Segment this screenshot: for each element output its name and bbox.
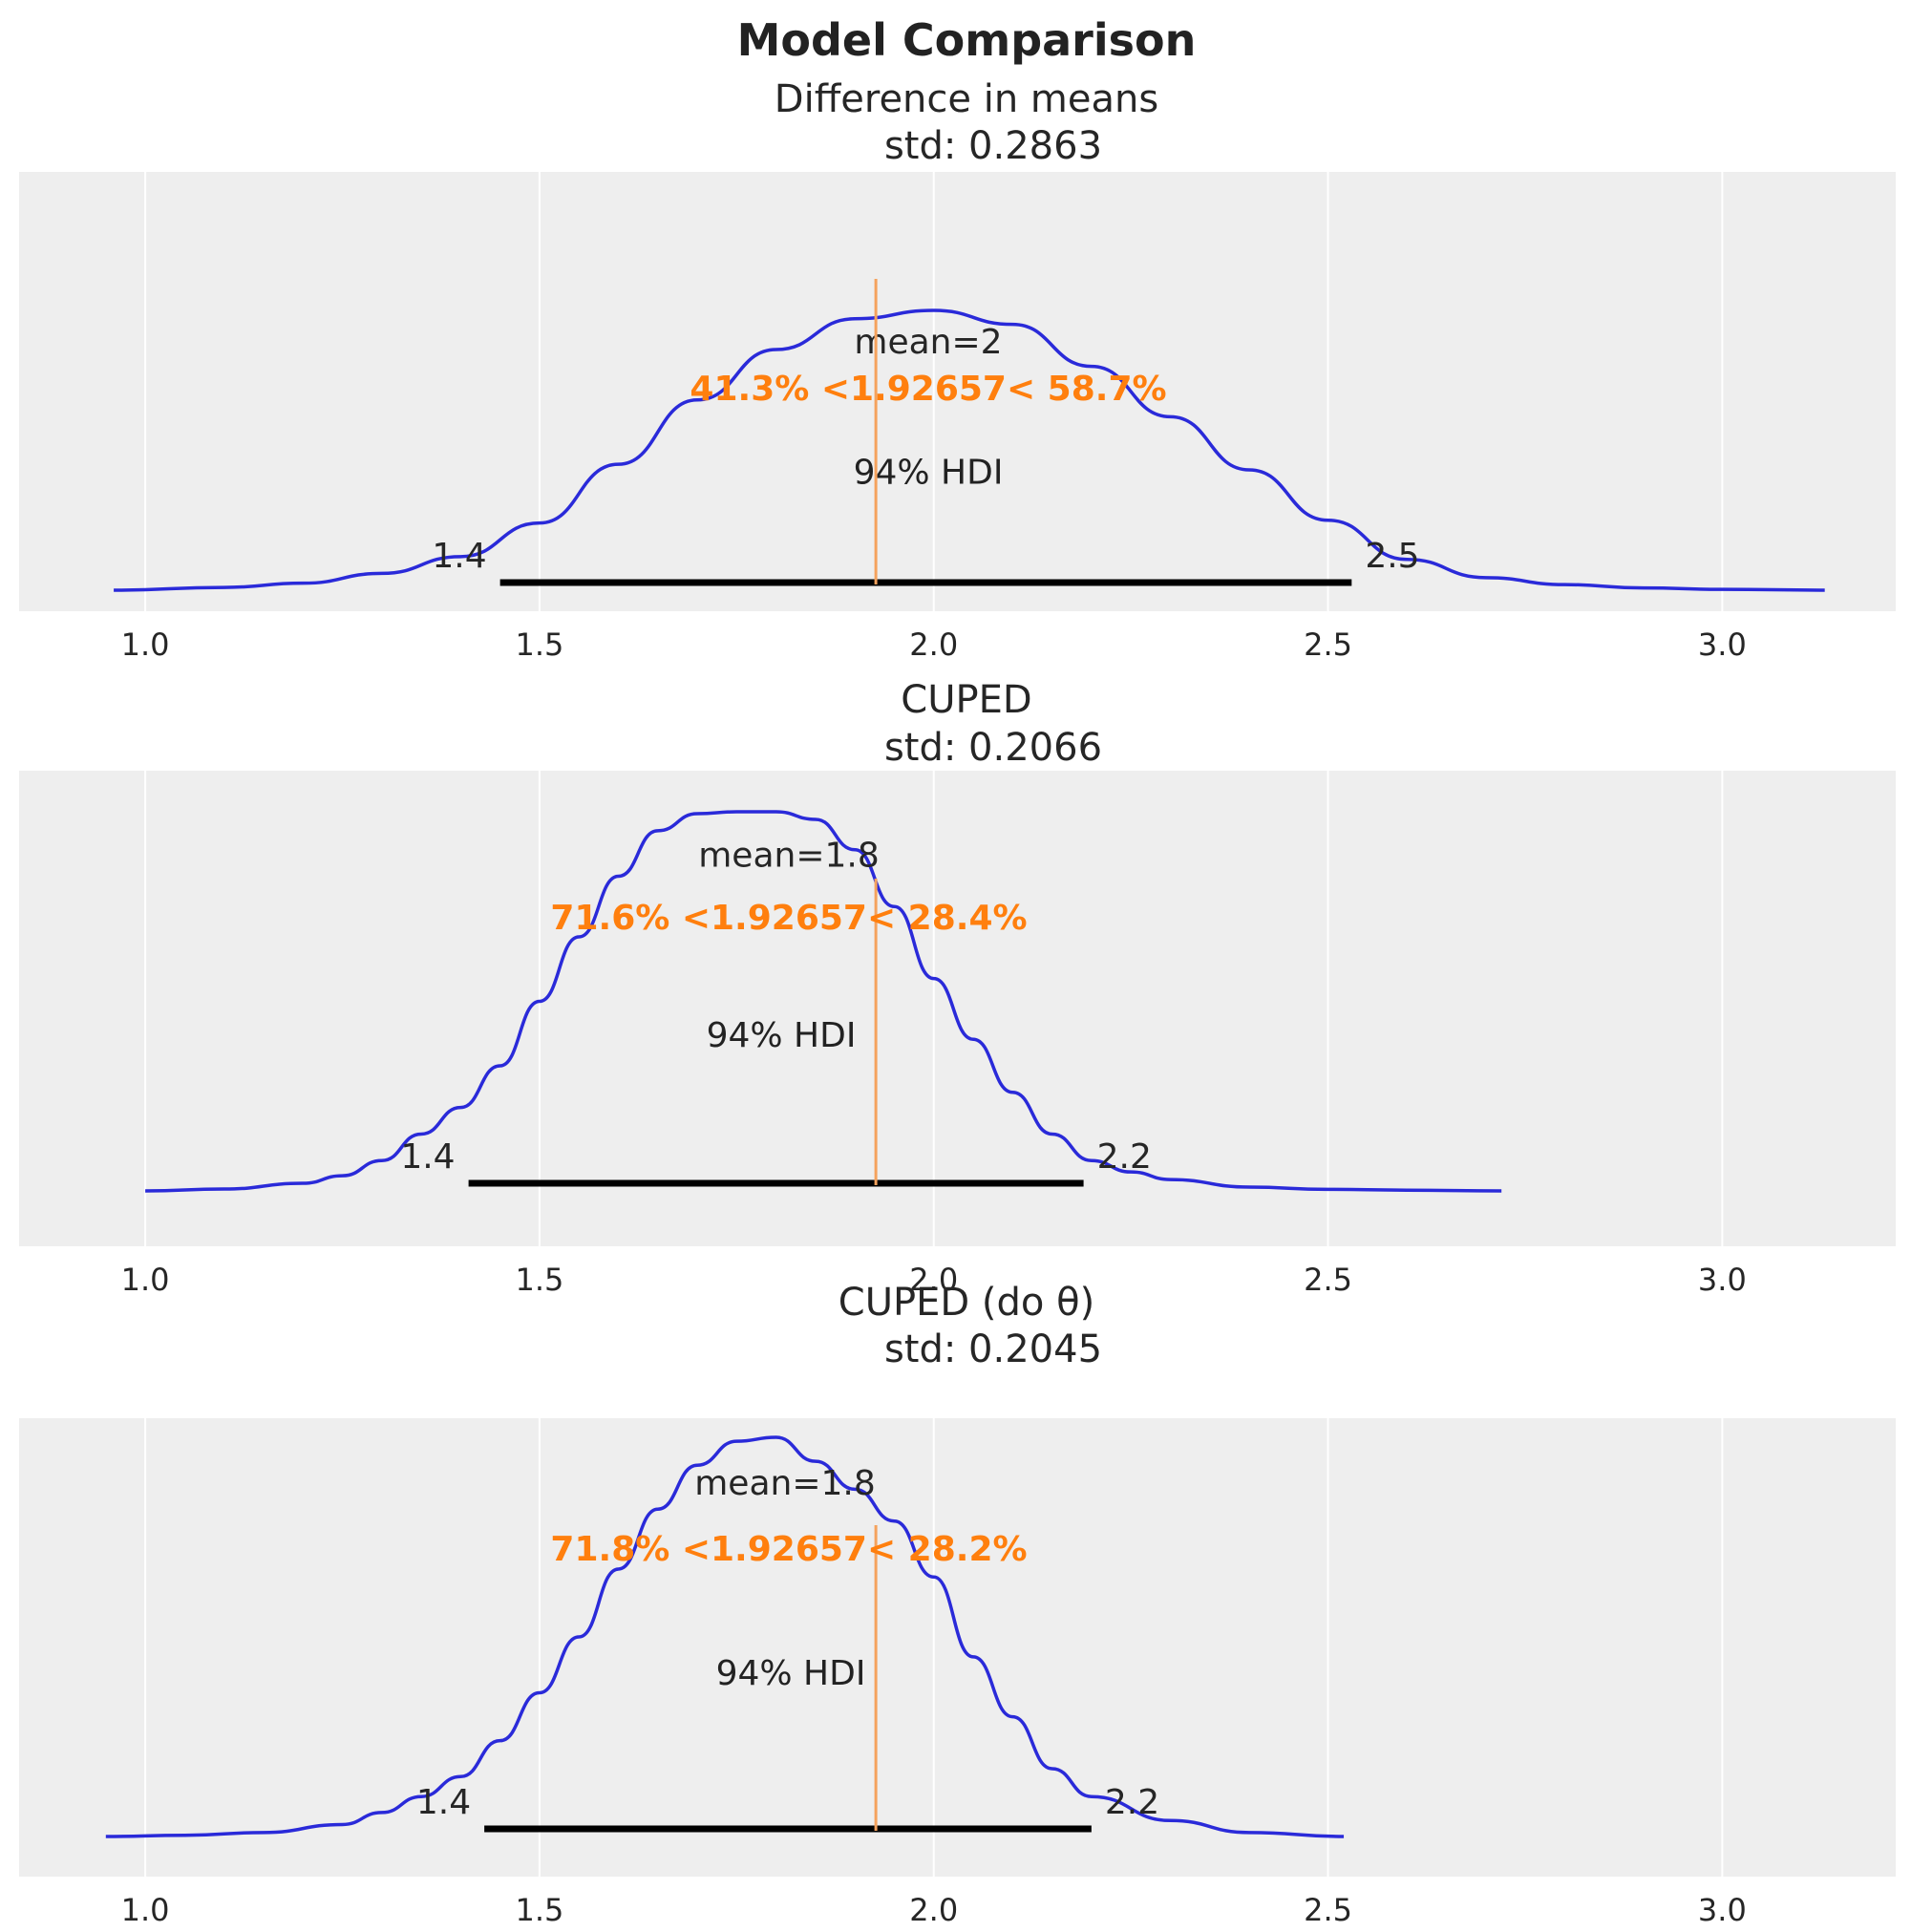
x-tick-label: 2.5 — [1304, 626, 1352, 663]
kde-curve — [145, 810, 1502, 1193]
x-tick-label: 1.5 — [515, 1892, 563, 1928]
panel-title: CUPED (do θ) — [839, 1281, 1094, 1325]
x-tick-label: 3.0 — [1698, 626, 1747, 663]
hdi-high-label: 2.2 — [1105, 1783, 1159, 1822]
plot-background — [19, 1418, 1896, 1877]
reference-label: 71.8% <1.92657< 28.2% — [550, 1530, 1027, 1569]
kde-curve — [114, 308, 1825, 592]
panel-subtitle: std: 0.2863 — [884, 124, 1102, 168]
hdi-high-label: 2.2 — [1097, 1137, 1152, 1177]
panel-title: CUPED — [901, 678, 1031, 722]
x-tick-label: 1.0 — [121, 1892, 170, 1928]
x-tick-label: 2.5 — [1304, 1262, 1352, 1298]
hdi-label: 94% HDI — [854, 454, 1004, 493]
x-tick-label: 2.0 — [909, 626, 958, 663]
x-tick-label: 3.0 — [1698, 1262, 1747, 1298]
hdi-low-label: 1.4 — [432, 537, 486, 576]
hdi-low-label: 1.4 — [416, 1783, 471, 1822]
x-tick-label: 3.0 — [1698, 1892, 1747, 1928]
panel-subtitle: std: 0.2066 — [884, 726, 1102, 770]
x-tick-label: 1.0 — [121, 1262, 170, 1298]
x-tick-label: 2.0 — [909, 1262, 958, 1298]
x-tick-label: 1.0 — [121, 626, 170, 663]
x-tick-label: 1.5 — [515, 626, 563, 663]
x-tick-label: 2.5 — [1304, 1892, 1352, 1928]
hdi-high-label: 2.5 — [1365, 537, 1419, 576]
mean-label: mean=1.8 — [698, 837, 880, 876]
panel-subtitle: std: 0.2045 — [884, 1327, 1102, 1371]
figure-title: Model Comparison — [737, 14, 1197, 66]
reference-label: 71.6% <1.92657< 28.4% — [550, 899, 1027, 938]
x-tick-label: 1.5 — [515, 1262, 563, 1298]
mean-label: mean=1.8 — [694, 1464, 876, 1503]
mean-label: mean=2 — [854, 323, 1002, 362]
panel-title: Difference in means — [775, 77, 1158, 121]
plot-background — [19, 771, 1896, 1246]
hdi-label: 94% HDI — [707, 1016, 857, 1055]
plot-background — [19, 172, 1896, 611]
hdi-low-label: 1.4 — [400, 1137, 455, 1177]
reference-label: 41.3% <1.92657< 58.7% — [690, 370, 1166, 409]
hdi-label: 94% HDI — [716, 1654, 866, 1693]
x-tick-label: 2.0 — [909, 1892, 958, 1928]
kde-curve — [105, 1435, 1345, 1838]
panel-3: CUPED (do θ)std: 0.2045 1.0 1.5 2.0 2.5 3.0 1.… — [19, 1281, 1896, 1928]
